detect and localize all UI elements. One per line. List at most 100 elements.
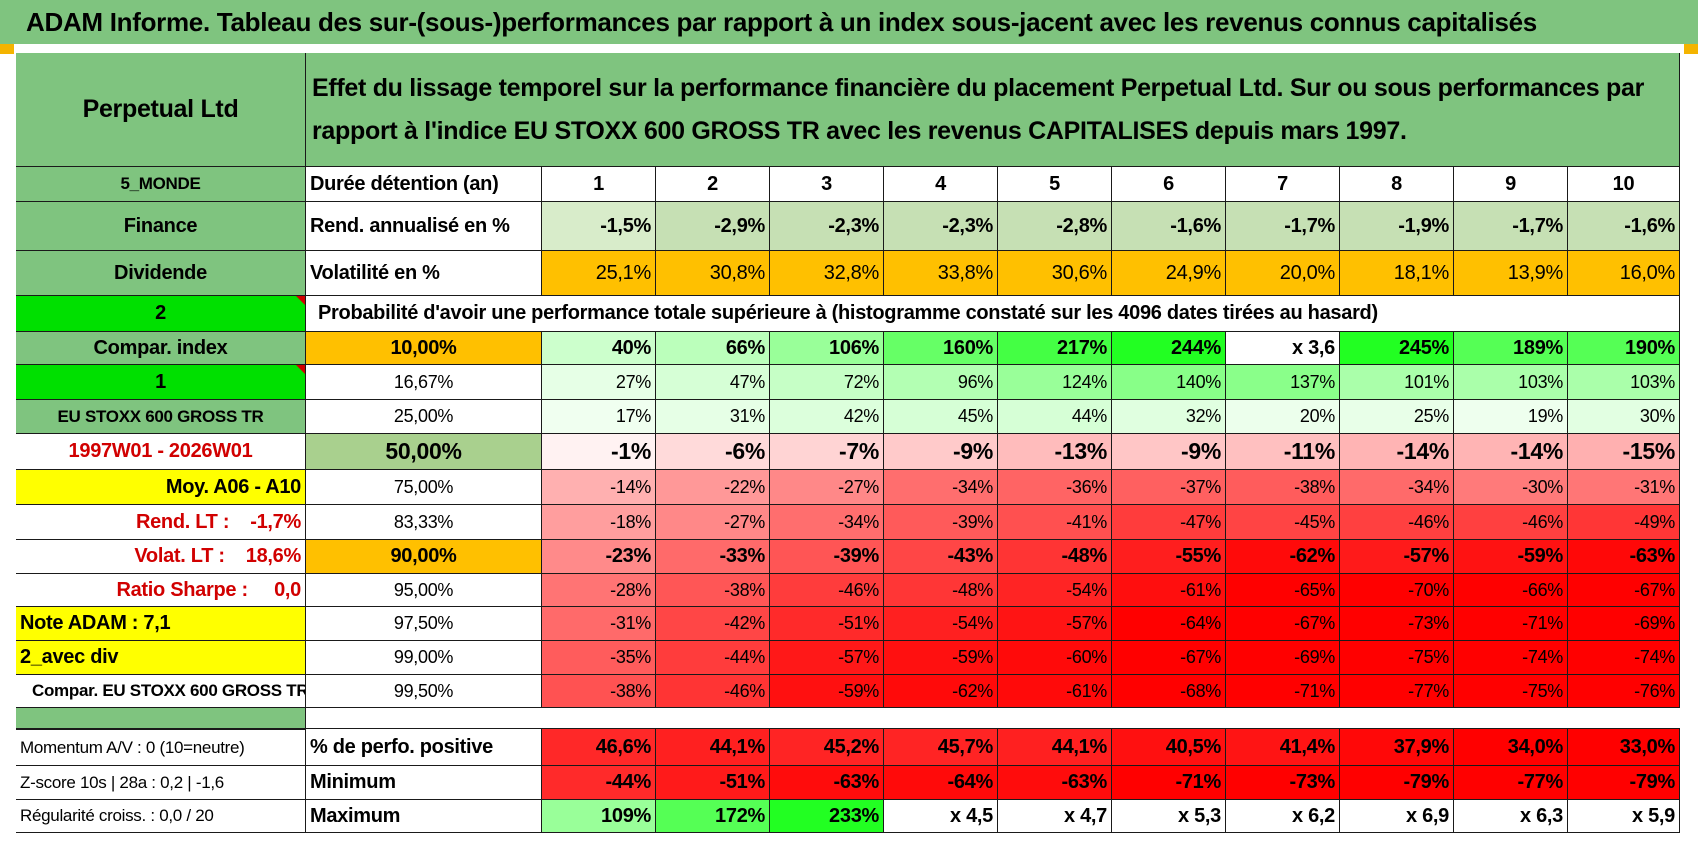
volat-cell: 30,8% bbox=[656, 251, 770, 296]
percentile-label: 83,33% bbox=[306, 505, 542, 540]
stat-cell-max: x 6,2 bbox=[1226, 800, 1340, 833]
stat-cell-min: -71% bbox=[1112, 766, 1226, 800]
percentile-cell: -74% bbox=[1454, 641, 1568, 675]
percentile-cell: 17% bbox=[542, 400, 656, 434]
percentile-cell: -71% bbox=[1226, 675, 1340, 708]
percentile-cell: -66% bbox=[1454, 574, 1568, 607]
percentile-cell: 244% bbox=[1112, 332, 1226, 365]
percentile-label: 10,00% bbox=[306, 332, 542, 365]
percentile-cell: -11% bbox=[1226, 434, 1340, 470]
corner-marker-right bbox=[1684, 44, 1698, 54]
volat-lt-label: Volat. LT : 18,6% bbox=[16, 540, 306, 574]
percentile-cell: 103% bbox=[1568, 365, 1680, 400]
rend-cell: -1,6% bbox=[1568, 202, 1680, 251]
percentile-cell: 20% bbox=[1226, 400, 1340, 434]
percentile-cell: -42% bbox=[656, 607, 770, 641]
rend-cell: -1,9% bbox=[1340, 202, 1454, 251]
year-header: 10 bbox=[1568, 167, 1680, 202]
percentile-cell: -46% bbox=[656, 675, 770, 708]
stat-cell-pos: 34,0% bbox=[1454, 729, 1568, 766]
percentile-cell: 140% bbox=[1112, 365, 1226, 400]
percentile-cell: -38% bbox=[542, 675, 656, 708]
percentile-cell: 106% bbox=[770, 332, 884, 365]
stat-cell-max: 109% bbox=[542, 800, 656, 833]
percentile-cell: -43% bbox=[884, 540, 998, 574]
spacer-green bbox=[16, 708, 306, 729]
rend-cell: -1,7% bbox=[1454, 202, 1568, 251]
percentile-cell: -77% bbox=[1340, 675, 1454, 708]
percentile-cell: -35% bbox=[542, 641, 656, 675]
percentile-cell: -30% bbox=[1454, 470, 1568, 505]
percentile-cell: -47% bbox=[1112, 505, 1226, 540]
percentile-cell: 30% bbox=[1568, 400, 1680, 434]
percentile-cell: -67% bbox=[1112, 641, 1226, 675]
percentile-cell: -61% bbox=[998, 675, 1112, 708]
stat-cell-max: x 6,9 bbox=[1340, 800, 1454, 833]
percentile-cell: -75% bbox=[1340, 641, 1454, 675]
rend-cell: -2,9% bbox=[656, 202, 770, 251]
stat-cell-pos: 45,7% bbox=[884, 729, 998, 766]
percentile-cell: -31% bbox=[542, 607, 656, 641]
percentile-cell: 66% bbox=[656, 332, 770, 365]
percentile-cell: -39% bbox=[884, 505, 998, 540]
percentile-cell: 96% bbox=[884, 365, 998, 400]
percentile-cell: -41% bbox=[998, 505, 1112, 540]
stat-cell-pos: 44,1% bbox=[656, 729, 770, 766]
selector-value-2[interactable]: 2 bbox=[16, 296, 306, 332]
volat-cell: 32,8% bbox=[770, 251, 884, 296]
volat-cell: 25,1% bbox=[542, 251, 656, 296]
percentile-cell: 47% bbox=[656, 365, 770, 400]
year-header: 3 bbox=[770, 167, 884, 202]
percentile-cell: -57% bbox=[770, 641, 884, 675]
sector-label: Finance bbox=[16, 202, 306, 251]
stat-cell-max: x 6,3 bbox=[1454, 800, 1568, 833]
row-label-rend: Rend. annualisé en % bbox=[306, 202, 542, 251]
percentile-cell: -34% bbox=[770, 505, 884, 540]
percentile-label: 16,67% bbox=[306, 365, 542, 400]
percentile-cell: -38% bbox=[656, 574, 770, 607]
percentile-cell: -9% bbox=[884, 434, 998, 470]
year-header: 1 bbox=[542, 167, 656, 202]
percentile-cell: -65% bbox=[1226, 574, 1340, 607]
percentile-cell: -46% bbox=[770, 574, 884, 607]
row-label-duree: Durée détention (an) bbox=[306, 167, 542, 202]
percentile-cell: 25% bbox=[1340, 400, 1454, 434]
percentile-cell: -71% bbox=[1454, 607, 1568, 641]
percentile-cell: -54% bbox=[884, 607, 998, 641]
volat-cell: 13,9% bbox=[1454, 251, 1568, 296]
percentile-cell: 45% bbox=[884, 400, 998, 434]
percentile-cell: 245% bbox=[1340, 332, 1454, 365]
stat-cell-pos: 37,9% bbox=[1340, 729, 1454, 766]
stat-cell-min: -73% bbox=[1226, 766, 1340, 800]
percentile-cell: -13% bbox=[998, 434, 1112, 470]
percentile-cell: -49% bbox=[1568, 505, 1680, 540]
compar-index-label: Compar. index bbox=[16, 332, 306, 365]
percentile-cell: -39% bbox=[770, 540, 884, 574]
row-label-positive: % de perfo. positive bbox=[306, 729, 542, 766]
stat-cell-min: -51% bbox=[656, 766, 770, 800]
title-banner: ADAM Informe. Tableau des sur-(sous-)per… bbox=[0, 0, 1698, 44]
percentile-cell: -69% bbox=[1226, 641, 1340, 675]
type-label: Dividende bbox=[16, 251, 306, 296]
empty-cell bbox=[1454, 296, 1568, 332]
stat-cell-min: -44% bbox=[542, 766, 656, 800]
percentile-cell: -14% bbox=[1340, 434, 1454, 470]
percentile-cell: -23% bbox=[542, 540, 656, 574]
report-title: ADAM Informe. Tableau des sur-(sous-)per… bbox=[26, 7, 1537, 37]
percentile-cell: -68% bbox=[1112, 675, 1226, 708]
rend-cell: -1,6% bbox=[1112, 202, 1226, 251]
percentile-cell: 42% bbox=[770, 400, 884, 434]
percentile-cell: -55% bbox=[1112, 540, 1226, 574]
percentile-cell: 72% bbox=[770, 365, 884, 400]
percentile-cell: -48% bbox=[884, 574, 998, 607]
percentile-cell: 189% bbox=[1454, 332, 1568, 365]
year-header: 5 bbox=[998, 167, 1112, 202]
rend-cell: -1,5% bbox=[542, 202, 656, 251]
selector-value-1[interactable]: 1 bbox=[16, 365, 306, 400]
percentile-cell: -18% bbox=[542, 505, 656, 540]
stat-cell-pos: 41,4% bbox=[1226, 729, 1340, 766]
moy-label: Moy. A06 - A10 bbox=[16, 470, 306, 505]
percentile-cell: 137% bbox=[1226, 365, 1340, 400]
percentile-cell: 101% bbox=[1340, 365, 1454, 400]
rend-cell: -2,8% bbox=[998, 202, 1112, 251]
